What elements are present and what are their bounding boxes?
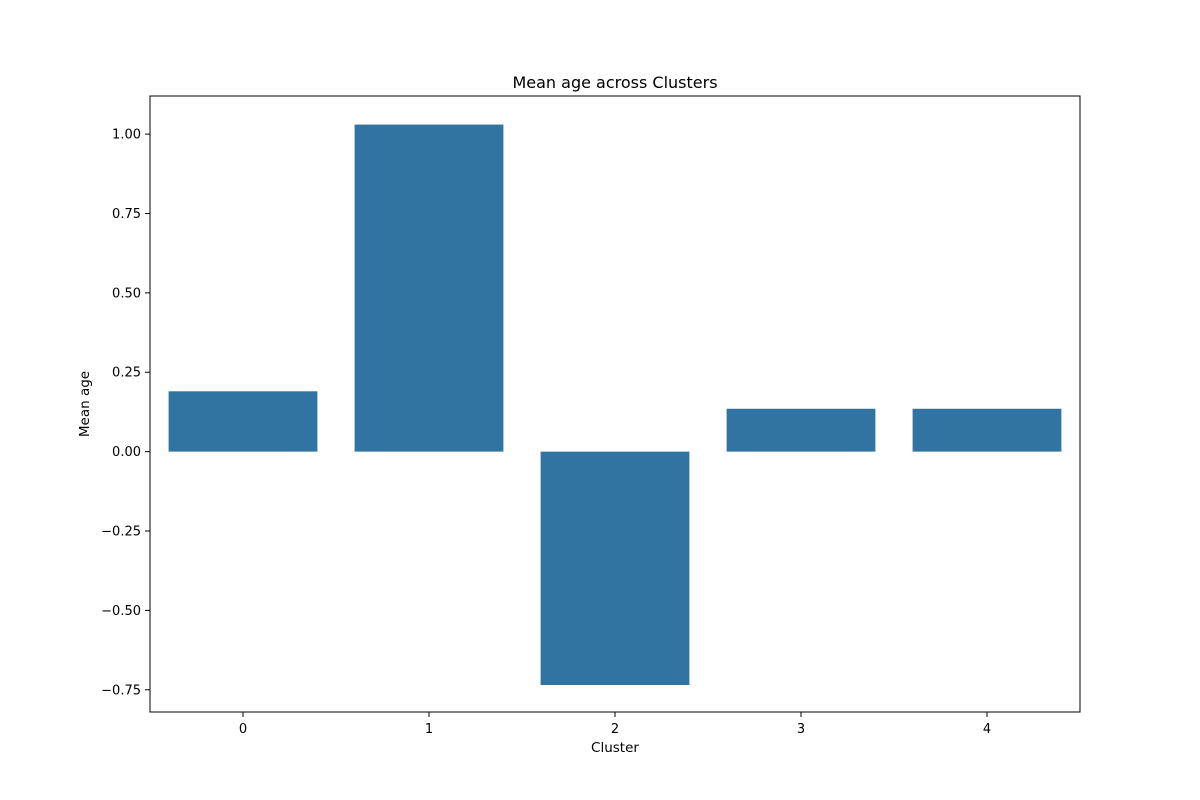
y-tick-label: 0.25 <box>112 366 141 381</box>
x-tick-label: 0 <box>239 722 247 737</box>
y-tick-label: 0.50 <box>112 286 141 301</box>
y-axis-ticks: −0.75 −0.50 −0.25 0.00 0.25 0.50 0.75 1.00 <box>101 128 150 698</box>
plot-frame <box>149 95 1081 713</box>
y-axis-label: Mean age <box>77 371 93 437</box>
bar-cluster-0 <box>168 391 318 452</box>
x-axis-label: Cluster <box>591 740 639 756</box>
x-tick-label: 4 <box>983 722 991 737</box>
x-tick-label: 2 <box>611 722 619 737</box>
bar-cluster-4 <box>912 408 1062 452</box>
y-tick-label: −0.75 <box>101 683 141 698</box>
chart-title: Mean age across Clusters <box>512 73 717 92</box>
x-axis-ticks: 0 1 2 3 4 <box>239 712 991 737</box>
y-tick-label: −0.25 <box>101 525 141 540</box>
bar-cluster-2 <box>540 451 690 686</box>
y-tick-label: 0.00 <box>112 445 141 460</box>
x-tick-label: 1 <box>425 722 433 737</box>
y-tick-label: −0.50 <box>101 604 141 619</box>
x-tick-label: 3 <box>797 722 805 737</box>
bars-group <box>168 124 1062 686</box>
bar-cluster-3 <box>726 408 876 452</box>
y-tick-label: 1.00 <box>112 128 141 143</box>
y-tick-label: 0.75 <box>112 207 141 222</box>
bar-cluster-1 <box>354 124 504 452</box>
